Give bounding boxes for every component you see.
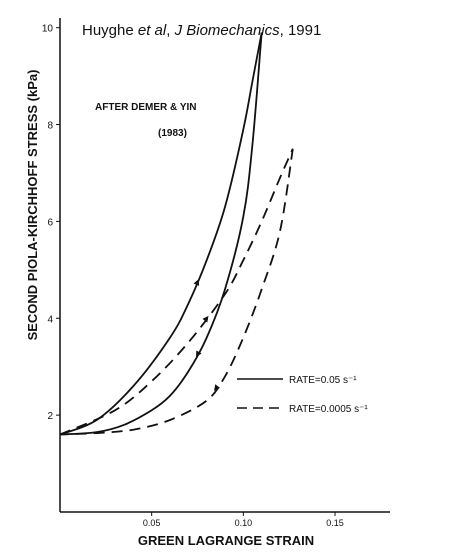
annotation-line-1: AFTER DEMER & YIN [95, 102, 197, 113]
series-1-unloading-line [59, 148, 294, 436]
y-tick-label-8: 8 [47, 121, 53, 132]
citation: Huyghe et al, J Biomechanics, 1991 [82, 22, 321, 39]
y-tick-label-10: 10 [42, 24, 54, 35]
series-0-unloading-line [59, 32, 263, 436]
y-tick-label-4: 4 [47, 314, 53, 325]
series-0-loading-line [59, 32, 263, 436]
legend-label-dashed: RATE=0.0005 s⁻¹ [289, 404, 368, 415]
annotation-line-2: (1983) [158, 128, 187, 139]
series-1-loading-arrow [202, 315, 209, 323]
series-0-unloading-arrow [196, 350, 202, 358]
x-tick-label-1: 0.10 [235, 518, 253, 528]
series-1-loading-line [59, 148, 294, 436]
series-0-loading-arrow [193, 279, 200, 286]
legend-label-solid: RATE=0.05 s⁻¹ [289, 375, 357, 386]
y-axis-title: SECOND PIOLA-KIRCHHOFF STRESS (kPa) [25, 70, 40, 341]
y-tick-label-2: 2 [47, 411, 53, 422]
legend: RATE=0.05 s⁻¹ RATE=0.0005 s⁻¹ [237, 375, 368, 415]
x-axis-title: GREEN LAGRANGE STRAIN [138, 533, 314, 548]
series-1-unloading-arrow [214, 384, 221, 391]
x-tick-label-0: 0.05 [143, 518, 161, 528]
x-tick-label-2: 0.15 [326, 518, 344, 528]
y-tick-label-6: 6 [47, 217, 53, 228]
